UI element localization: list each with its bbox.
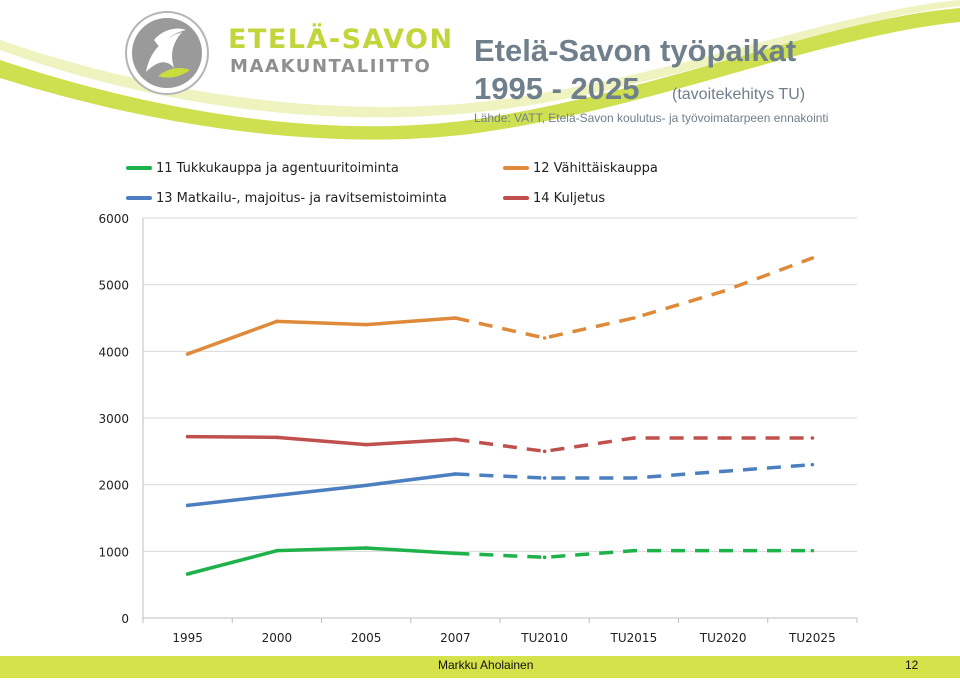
data-point (542, 336, 547, 340)
data-point (275, 493, 279, 498)
data-point (632, 436, 636, 440)
data-point (453, 316, 458, 320)
series-line-actual (185, 472, 458, 508)
data-point (275, 435, 279, 440)
legend-label: 14 Kuljetus (533, 190, 606, 206)
x-tick-label: TU2025 (788, 631, 836, 645)
legend-item-matkailu: 13 Matkailu-, majoitus- ja ravitsemistoi… (126, 188, 447, 208)
data-point (185, 503, 190, 508)
footer-bar (0, 656, 960, 678)
data-point (810, 462, 815, 467)
data-point (275, 548, 279, 553)
data-point (364, 322, 368, 327)
data-point (542, 476, 547, 480)
data-point (721, 469, 725, 474)
data-point (721, 289, 725, 294)
legend-item-vahittaiskauppa: 12 Vähittäiskauppa (503, 158, 658, 178)
x-tick-label: 2007 (440, 631, 471, 645)
data-point (364, 546, 368, 550)
page-title-years: 1995 - 2025 (474, 71, 640, 106)
y-tick-label: 5000 (98, 279, 129, 293)
data-point (810, 436, 815, 440)
legend-item-kuljetus: 14 Kuljetus (503, 188, 605, 208)
legend-swatch (126, 166, 152, 170)
data-point (453, 551, 458, 556)
data-point (185, 434, 190, 439)
y-tick-label: 6000 (98, 212, 129, 226)
logo-text-primary: ETELÄ-SAVON (228, 24, 454, 55)
series-line-target (455, 436, 813, 454)
x-tick-label: 2000 (262, 631, 293, 645)
series-line-target (455, 462, 813, 480)
x-tick-label: 2005 (351, 631, 382, 645)
data-point (632, 548, 636, 553)
data-point (542, 555, 547, 560)
page-number: 12 (905, 658, 919, 672)
series-line-actual (185, 434, 458, 447)
data-point (275, 319, 279, 324)
data-point (453, 472, 458, 476)
y-tick-label: 0 (121, 612, 129, 626)
y-tick-label: 4000 (98, 345, 129, 359)
legend-swatch (503, 196, 529, 200)
x-tick-label: TU2015 (610, 631, 658, 645)
legend-label: 13 Matkailu-, majoitus- ja ravitsemistoi… (156, 190, 447, 206)
legend-label: 12 Vähittäiskauppa (533, 160, 658, 176)
data-point (721, 436, 725, 440)
series-line-actual (185, 316, 458, 356)
data-point (721, 548, 725, 553)
x-tick-label: TU2020 (699, 631, 747, 645)
y-tick-label: 2000 (98, 479, 129, 493)
data-point (453, 437, 458, 442)
legend-item-tukkukauppa: 11 Tukkukauppa ja agentuuritoiminta (126, 158, 399, 178)
x-tick-label: 1995 (172, 631, 203, 645)
y-tick-label: 3000 (98, 412, 129, 426)
data-point (185, 572, 190, 576)
series-line-target (454, 256, 813, 340)
data-point (364, 483, 368, 488)
data-point (185, 352, 190, 356)
page-subtitle: (tavoitekehitys TU) (672, 86, 806, 103)
logo-text-secondary: MAAKUNTALIITTO (230, 56, 432, 77)
data-point (542, 449, 547, 454)
legend-swatch (503, 166, 529, 170)
footer-author: Markku Aholainen (438, 658, 534, 672)
series-line-actual (185, 546, 458, 576)
y-tick-label: 1000 (98, 545, 129, 559)
data-point (632, 316, 636, 320)
data-point (810, 548, 815, 553)
legend-swatch (126, 196, 152, 200)
source-note: Lähde: VATT, Etelä-Savon koulutus- ja ty… (474, 111, 829, 125)
legend-label: 11 Tukkukauppa ja agentuuritoiminta (156, 160, 399, 176)
etela-savo-logo-icon (125, 11, 209, 95)
data-point (632, 476, 636, 480)
data-point (364, 442, 368, 447)
page-title: Etelä-Savon työpaikat (474, 33, 797, 68)
x-tick-label: TU2010 (520, 631, 568, 645)
data-point (810, 256, 815, 260)
